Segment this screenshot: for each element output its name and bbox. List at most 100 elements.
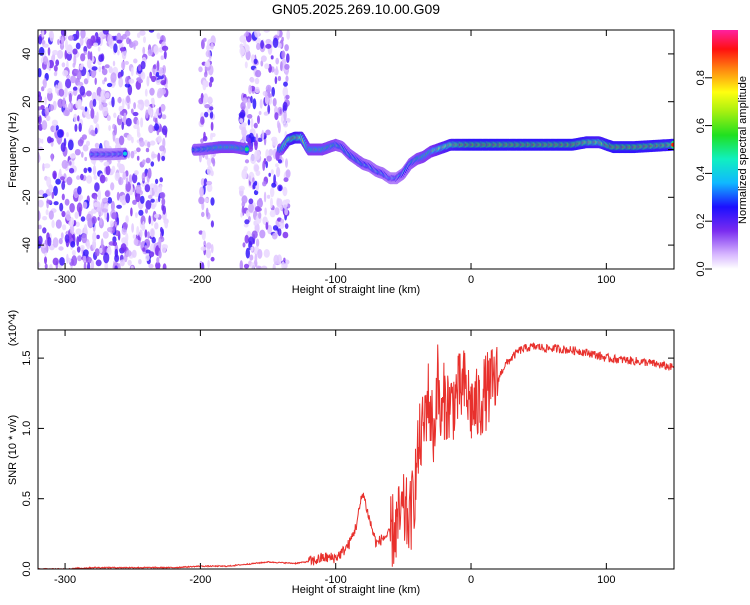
noise-speck [254, 180, 258, 186]
noise-speck [206, 183, 213, 193]
noise-speck [53, 65, 58, 72]
noise-speck [156, 257, 160, 264]
noise-speck [83, 78, 89, 85]
noise-speck [146, 76, 150, 87]
noise-speck [62, 224, 67, 231]
noise-speck [158, 106, 162, 114]
noise-speck [72, 62, 76, 68]
noise-speck [262, 181, 267, 187]
noise-speck [257, 137, 263, 142]
noise-speck [240, 212, 243, 218]
noise-speck [41, 138, 44, 144]
noise-speck [277, 122, 281, 134]
noise-speck [159, 88, 166, 95]
noise-speck [160, 103, 166, 112]
noise-speck [198, 97, 204, 105]
noise-speck [116, 216, 120, 226]
noise-speck [253, 58, 258, 65]
noise-speck [77, 255, 82, 262]
noise-speck [275, 57, 280, 65]
noise-speck [132, 234, 137, 239]
noise-speck [244, 234, 249, 244]
noise-speck [122, 98, 125, 109]
noise-speck [134, 170, 139, 176]
noise-speck [77, 115, 80, 122]
noise-speck [203, 240, 206, 247]
noise-speck [97, 216, 100, 221]
noise-speck [239, 35, 246, 43]
noise-speck [121, 33, 127, 40]
noise-speck [104, 177, 108, 182]
noise-speck [88, 167, 92, 173]
noise-speck [254, 86, 260, 94]
noise-speck [270, 197, 273, 209]
noise-speck [285, 169, 291, 178]
noise-speck [153, 213, 160, 219]
noise-speck [117, 97, 122, 104]
colorbar-tick-label: 0.4 [695, 166, 707, 181]
noise-speck [144, 229, 148, 238]
noise-speck [254, 140, 258, 151]
noise-speck [65, 210, 71, 221]
noise-speck [64, 86, 68, 98]
noise-speck [127, 104, 130, 110]
noise-speck [267, 104, 271, 115]
noise-speck [128, 78, 135, 84]
noise-speck [92, 165, 97, 176]
noise-speck [75, 228, 82, 235]
noise-speck [275, 65, 278, 76]
noise-speck [255, 238, 260, 247]
noise-speck [58, 88, 65, 97]
noise-speck [61, 181, 66, 190]
noise-speck [80, 106, 85, 111]
noise-speck [155, 261, 161, 269]
noise-speck [245, 50, 251, 61]
noise-speck [143, 36, 146, 44]
noise-speck [78, 122, 82, 132]
noise-speck [244, 159, 250, 164]
noise-speck [57, 49, 64, 59]
noise-speck [241, 122, 247, 127]
noise-speck [209, 76, 214, 83]
noise-speck [264, 93, 268, 103]
snr-scale-label: (x10^4) [7, 310, 19, 346]
noise-speck [63, 109, 70, 117]
noise-speck [114, 265, 118, 269]
noise-speck [149, 87, 155, 96]
noise-speck [101, 208, 108, 213]
noise-speck [272, 225, 278, 231]
snr-x-ticks: -300 -200 -100 0 100 [54, 330, 616, 586]
noise-speck [102, 30, 109, 35]
noise-speck [105, 165, 111, 176]
noise-speck [97, 46, 101, 52]
noise-speck [107, 197, 113, 204]
snr-x-label: Height of straight line (km) [292, 584, 420, 596]
noise-speck [159, 184, 163, 194]
noise-speck [147, 49, 153, 57]
noise-speck [57, 98, 64, 109]
noise-speck [80, 216, 86, 222]
noise-speck [118, 135, 125, 146]
noise-speck [62, 97, 66, 109]
noise-speck [272, 263, 276, 269]
noise-speck [135, 212, 138, 219]
noise-speck [200, 116, 205, 125]
noise-speck [119, 110, 125, 116]
noise-speck [38, 224, 42, 230]
noise-speck [80, 245, 85, 250]
noise-speck [257, 115, 260, 124]
noise-speck [145, 157, 151, 164]
noise-speck [77, 139, 84, 147]
noise-speck [38, 153, 41, 164]
noise-speck [44, 256, 47, 265]
noise-speck [42, 193, 48, 198]
noise-speck [250, 262, 255, 269]
noise-speck [60, 176, 65, 181]
noise-speck [127, 259, 132, 266]
noise-speck [265, 43, 272, 49]
noise-speck [241, 195, 248, 204]
noise-speck [124, 83, 131, 88]
noise-speck [96, 36, 101, 43]
noise-speck [59, 257, 65, 266]
